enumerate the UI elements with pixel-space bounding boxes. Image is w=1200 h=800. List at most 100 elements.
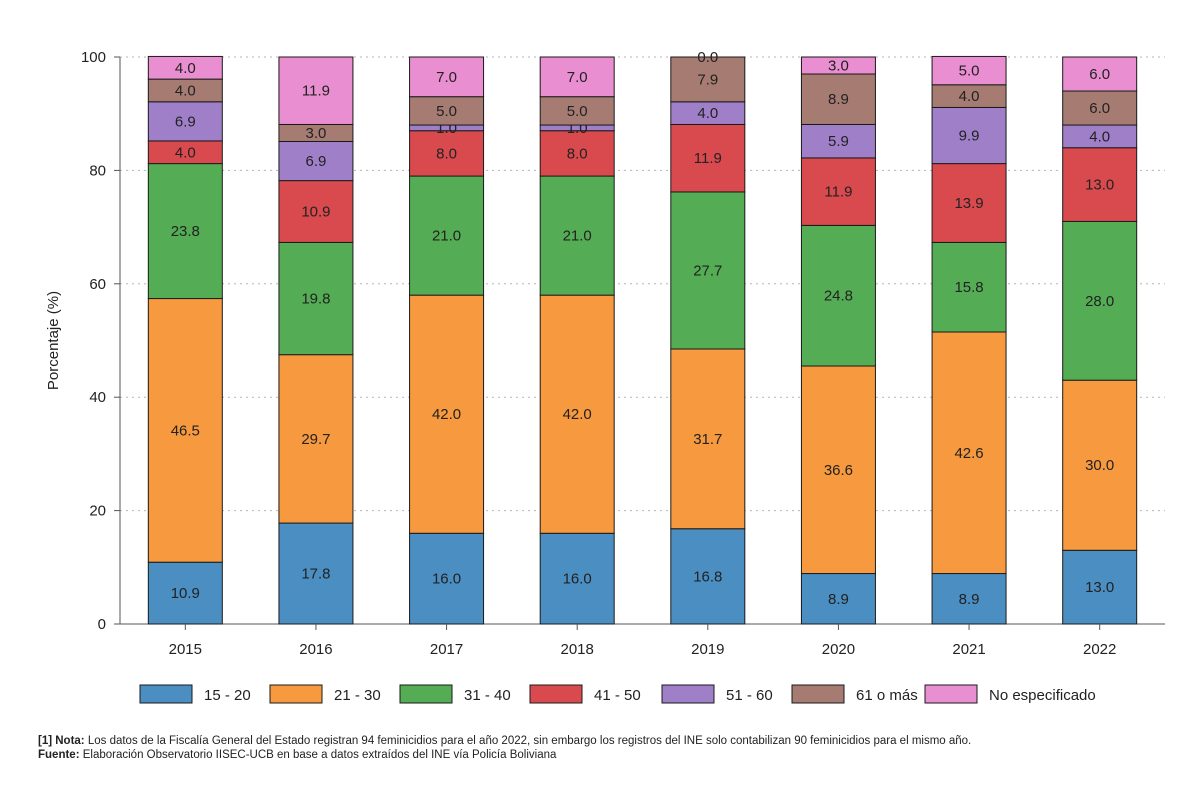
data-label: 30.0 — [1085, 457, 1114, 474]
bar-segment — [409, 175, 485, 296]
legend-swatch — [791, 684, 845, 704]
note-label: [1] Nota: — [38, 735, 85, 747]
bar-segment — [278, 241, 354, 356]
bar-segment — [278, 180, 354, 243]
legend-label: 21 - 30 — [334, 687, 381, 704]
legend-swatch — [924, 684, 978, 704]
data-label: 0.0 — [697, 49, 718, 66]
data-label: 42.0 — [563, 406, 592, 423]
data-label: 27.7 — [693, 262, 722, 279]
bar-segment — [278, 354, 354, 524]
bar-segment — [1062, 379, 1138, 551]
data-label: 16.0 — [563, 571, 592, 588]
bar-segment — [1062, 56, 1138, 92]
data-label: 15.8 — [954, 279, 983, 296]
data-label: 9.9 — [959, 128, 980, 145]
data-label: 24.8 — [824, 288, 853, 305]
x-tick-label: 2019 — [691, 641, 724, 658]
data-label: 10.9 — [301, 204, 330, 221]
data-label: 31.7 — [693, 431, 722, 448]
y-tick-label: 40 — [89, 389, 106, 406]
bar-segment — [670, 348, 746, 530]
bar-segment — [147, 163, 223, 300]
data-label: 23.8 — [171, 223, 200, 240]
legend-swatch — [529, 684, 583, 704]
legend-label: 51 - 60 — [726, 687, 773, 704]
bar-segment — [1062, 220, 1138, 381]
data-label: 3.0 — [306, 125, 327, 142]
bar-segment — [539, 130, 615, 177]
bar-segment — [409, 56, 485, 98]
bar-segment — [278, 56, 354, 125]
bar-segment — [147, 101, 223, 142]
bar-segment — [931, 241, 1007, 333]
source-label: Fuente: — [38, 749, 80, 761]
data-label: 5.0 — [959, 63, 980, 80]
data-label: 7.0 — [436, 69, 457, 86]
data-label: 11.9 — [694, 150, 722, 167]
data-label: 4.0 — [697, 105, 718, 122]
bar-segment — [278, 140, 354, 182]
bar-segment — [409, 130, 485, 177]
x-tick-label: 2022 — [1083, 641, 1116, 658]
data-label: 6.0 — [1089, 66, 1110, 83]
data-label: 19.8 — [301, 291, 330, 308]
data-label: 6.9 — [306, 153, 327, 170]
data-label: 10.9 — [171, 585, 200, 602]
data-label: 4.0 — [959, 88, 980, 105]
data-label: 5.0 — [567, 103, 588, 120]
bar-segment — [931, 106, 1007, 165]
x-tick-label: 2016 — [299, 641, 332, 658]
data-label: 4.0 — [1089, 128, 1110, 145]
y-tick-label: 60 — [89, 276, 106, 293]
note-line: [1] Nota: Los datos de la Fiscalía Gener… — [38, 734, 1188, 748]
stacked-bar-chart: 0 20 40 60 80 100 Porcentaje (%) 10.9 46.5 23.8 4.… — [45, 49, 1165, 704]
x-tick-label: 2017 — [430, 641, 463, 658]
data-label: 8.9 — [828, 91, 849, 108]
legend-swatch — [269, 684, 323, 704]
legend-label: 61 o más — [856, 687, 918, 704]
data-label: 42.6 — [954, 445, 983, 462]
bar-segment — [931, 331, 1007, 575]
note-text: Los datos de la Fiscalía General del Est… — [84, 735, 972, 747]
legend-label: 15 - 20 — [204, 687, 251, 704]
y-tick-label: 0 — [98, 616, 106, 633]
bar-segment — [539, 56, 615, 98]
y-axis-label: Porcentaje (%) — [45, 291, 62, 390]
data-label: 6.9 — [175, 113, 196, 130]
data-label: 16.0 — [432, 571, 461, 588]
bar-segment — [147, 298, 223, 563]
data-label: 13.0 — [1085, 177, 1114, 194]
data-label: 42.0 — [432, 406, 461, 423]
y-tick-label: 80 — [89, 162, 106, 179]
bar-segment — [800, 157, 876, 226]
legend-swatch — [661, 684, 715, 704]
bar-segment — [800, 56, 876, 75]
chart-footnote: [1] Nota: Los datos de la Fiscalía Gener… — [38, 734, 1188, 762]
data-label: 8.9 — [828, 591, 849, 608]
x-tick-label: 2020 — [822, 641, 855, 658]
data-label: 17.8 — [301, 566, 330, 583]
data-label: 5.0 — [436, 103, 457, 120]
legend-swatch — [139, 684, 193, 704]
legend-label: No especificado — [989, 687, 1096, 704]
data-label: 11.9 — [824, 184, 852, 201]
data-label: 46.5 — [171, 422, 200, 439]
data-label: 7.0 — [567, 69, 588, 86]
bar-segment — [931, 55, 1007, 86]
y-tick-label: 100 — [81, 49, 106, 66]
bar-segment — [409, 294, 485, 534]
bar-segment — [800, 365, 876, 575]
y-tick-label: 20 — [89, 503, 106, 520]
bar-segment — [539, 96, 615, 126]
data-label: 16.8 — [693, 568, 722, 585]
data-label: 7.9 — [697, 71, 718, 88]
x-tick-label: 2018 — [561, 641, 594, 658]
x-tick-label: 2021 — [952, 641, 985, 658]
bar-segment — [539, 294, 615, 534]
data-label: 4.0 — [175, 60, 196, 77]
data-label: 21.0 — [432, 228, 461, 245]
data-label: 36.6 — [824, 462, 853, 479]
data-label: 5.9 — [828, 133, 849, 150]
legend-label: 41 - 50 — [594, 687, 641, 704]
